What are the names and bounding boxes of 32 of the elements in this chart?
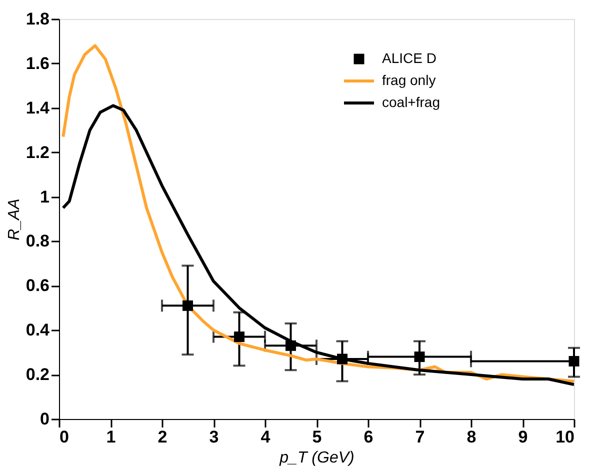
x-tick-label: 0 (60, 428, 69, 446)
x-tick-label: 9 (518, 428, 528, 446)
x-tick-label: 8 (466, 428, 476, 446)
y-axis-title: R_AA (6, 198, 23, 240)
y-tick-label: 0.2 (26, 365, 50, 384)
legend-label: ALICE D (382, 50, 436, 66)
y-tick-label: 1 (40, 187, 50, 206)
y-tick-label: 1.2 (26, 142, 50, 162)
point (182, 300, 193, 311)
y-tick-label: 0.4 (26, 320, 50, 340)
x-axis-title: p_T (GeV) (278, 450, 354, 466)
y-tick-label: 1.6 (26, 54, 50, 73)
point (286, 340, 296, 351)
x-tick-label: 4 (260, 428, 271, 446)
x-tick-label: 1 (106, 428, 116, 446)
y-tick-label: 0.8 (26, 232, 50, 251)
x-tick-label: 5 (312, 428, 322, 446)
x-tick-label: 3 (209, 428, 219, 446)
y-tick-label: 0.6 (26, 276, 50, 296)
point (414, 352, 425, 362)
x-tick-label: 6 (364, 428, 374, 446)
x-tick-label: 7 (415, 428, 425, 446)
y-tick-label: 0 (40, 410, 50, 428)
point (234, 332, 244, 342)
legend-label: frag only (382, 72, 436, 88)
point (337, 354, 348, 364)
y-tick-label: 1.4 (26, 98, 50, 118)
y-tick-label: 1.8 (26, 10, 50, 28)
x-tick-label: 10 (556, 428, 574, 446)
point (568, 356, 580, 366)
legend-label: coal+frag (382, 94, 440, 110)
x-tick-label: 2 (158, 428, 168, 446)
